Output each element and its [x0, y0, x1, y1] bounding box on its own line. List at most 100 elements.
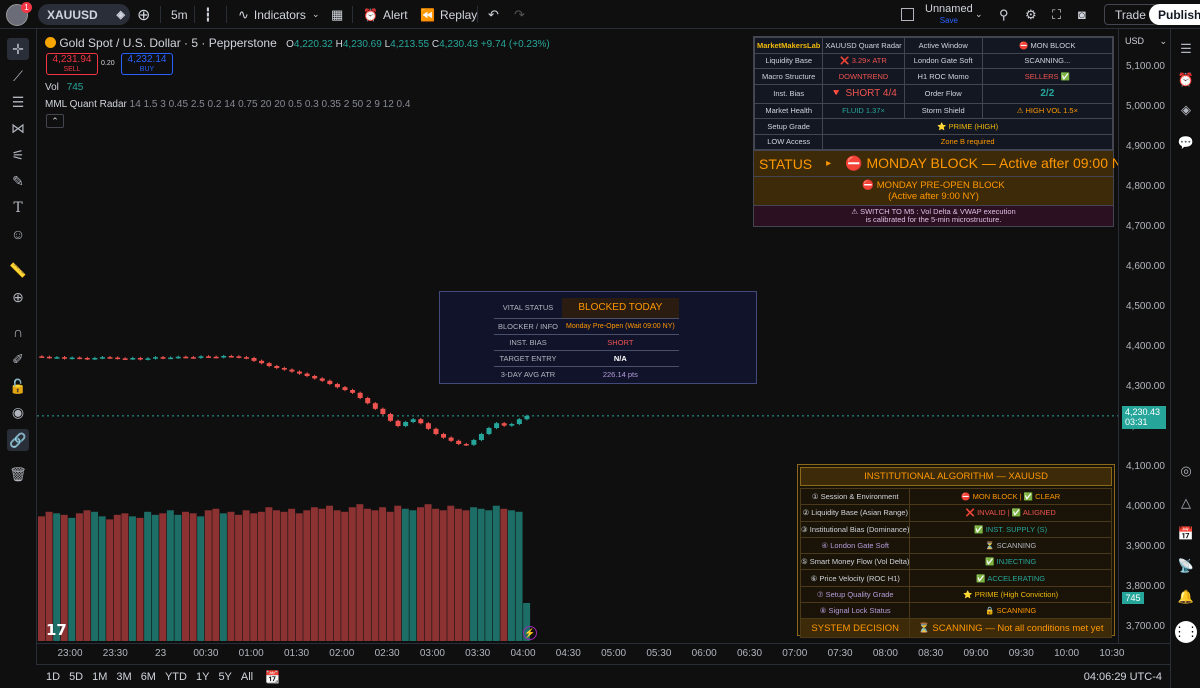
user-avatar[interactable]: 1 — [6, 0, 32, 29]
switch-m5-line1: ⚠ SWITCH TO M5 : Vol Delta & VWAP execut… — [851, 207, 1016, 216]
add-symbol-icon[interactable]: ⊕ — [137, 6, 151, 24]
vital-status-table: VITAL STATUS BLOCKED TODAY BLOCKER / INF… — [494, 298, 679, 382]
magnet-icon[interactable]: ∩ — [12, 324, 24, 340]
target-icon[interactable]: ◎ — [1180, 463, 1192, 478]
currency-label: USD — [1125, 36, 1145, 46]
candle-body — [175, 356, 181, 359]
layout-chevron-icon[interactable]: ⌄ — [975, 9, 983, 19]
pattern-icon[interactable]: ⋈ — [11, 119, 25, 136]
lock-drawing-icon[interactable]: ✐ — [12, 350, 24, 367]
market-health-label: Market Health — [753, 102, 824, 119]
time-tick-label: 23 — [155, 648, 167, 659]
inst-row-5-value: ✅ INJECTING — [909, 553, 1112, 571]
range-button-all[interactable]: All — [240, 670, 254, 683]
broadcast-icon[interactable]: 📡 — [1177, 558, 1195, 573]
watchlist-icon[interactable]: ☰ — [1180, 41, 1192, 56]
text-tool-icon[interactable]: T — [13, 200, 23, 216]
lightning-icon[interactable]: ⚡ — [523, 626, 537, 640]
fullscreen-icon[interactable]: ⛶ — [1052, 6, 1062, 22]
symbol-search[interactable]: XAUUSD ◈ — [38, 0, 130, 29]
undo-icon[interactable]: ↶ — [488, 6, 499, 22]
sell-label: SELL — [63, 66, 81, 73]
apps-grid-icon[interactable]: ⋮⋮ — [1173, 621, 1199, 643]
layout-name-button[interactable]: Unnamed Save — [925, 0, 973, 29]
settings-gear-icon[interactable]: ⚙ — [1025, 6, 1037, 22]
candle-body — [213, 356, 219, 359]
trend-line-icon[interactable]: ⟋ — [13, 67, 23, 84]
brush-icon[interactable]: ✎ — [12, 172, 24, 189]
volume-bar — [280, 511, 288, 641]
layers-icon[interactable]: ◈ — [1181, 102, 1191, 117]
sell-button[interactable]: 4,231.94 SELL — [46, 53, 98, 75]
inst-row-7-label: ⑦ Setup Quality Grade — [799, 585, 911, 604]
notifications-bell-icon[interactable]: 🔔 — [1177, 589, 1195, 604]
candle-body — [77, 357, 83, 360]
fib-lines-icon[interactable]: ☰ — [11, 93, 25, 110]
time-scale[interactable]: 23:00 23:30 23 00:30 01:00 01:30 02:00 02:30 03:… — [37, 643, 1170, 663]
indicators-button[interactable]: ∿ Indicators — [238, 0, 306, 29]
symbol-title[interactable]: Gold Spot / U.S. Dollar · 5 · Pepperston… — [59, 36, 277, 50]
volume-bar — [219, 513, 227, 641]
volume-bar — [204, 510, 212, 641]
range-button-5d[interactable]: 5D — [69, 670, 84, 683]
eye-icon[interactable]: ◉ — [11, 403, 25, 420]
candle-body — [418, 419, 424, 424]
layout-checkbox[interactable] — [901, 0, 914, 29]
candle-body — [524, 415, 530, 420]
ruler-icon[interactable]: 📏 — [9, 261, 27, 278]
emoji-icon[interactable]: ☺ — [10, 226, 26, 242]
ideas-icon[interactable]: △ — [1181, 495, 1191, 510]
crosshair-icon[interactable]: ✛ — [7, 38, 29, 60]
alert-button[interactable]: ⏰ Alert — [363, 0, 408, 29]
calendar-range-icon[interactable]: 📆 — [265, 669, 281, 684]
time-tick-label: 02:00 — [329, 648, 355, 659]
redo-icon[interactable]: ↷ — [514, 6, 525, 22]
trash-icon[interactable]: 🗑 — [9, 465, 27, 482]
setup-grade-label: Setup Grade — [753, 118, 824, 135]
volume-bar — [356, 504, 364, 641]
volume-bar — [447, 505, 455, 641]
time-tick-label: 05:30 — [646, 648, 672, 659]
range-button-1d[interactable]: 1D — [46, 670, 61, 683]
range-button-3m[interactable]: 3M — [116, 670, 132, 683]
volume-bar — [500, 508, 508, 641]
currency-selector[interactable]: USD ⌄ — [1125, 36, 1167, 47]
range-button-1m[interactable]: 1M — [92, 670, 108, 683]
save-link[interactable]: Save — [939, 15, 958, 25]
candle-body — [350, 390, 356, 393]
price-scale[interactable]: USD ⌄ 5,100.00 5,000.00 4,900.00 4,800.00 4,7… — [1118, 29, 1170, 643]
candle-body — [494, 423, 500, 428]
liquidity-base-value: ❌ 3.29× ATR — [822, 52, 905, 69]
chart-pane[interactable]: Gold Spot / U.S. Dollar · 5 · Pepperston… — [37, 29, 1131, 643]
order-flow-label: Order Flow — [903, 83, 983, 104]
tradingview-logo[interactable]: 𝟭𝟳 — [46, 621, 67, 639]
range-button-6m[interactable]: 6M — [140, 670, 156, 683]
calendar-icon[interactable]: 📅 — [1177, 526, 1195, 541]
link-icon[interactable]: 🔗 — [7, 429, 29, 451]
interval-button[interactable]: 5m — [171, 7, 188, 22]
alerts-clock-icon[interactable]: ⏰ — [1177, 72, 1195, 87]
utc-clock[interactable]: 04:06:29 UTC-4 — [1083, 670, 1162, 683]
chat-icon[interactable]: 💬 — [1177, 135, 1195, 150]
publish-button[interactable]: Publish — [1149, 0, 1200, 29]
volume-bar — [75, 513, 83, 641]
forecast-icon[interactable]: ⚟ — [11, 146, 25, 163]
chevron-down-icon[interactable]: ⌄ — [312, 9, 320, 19]
price-tick-label: 5,000.00 — [1126, 101, 1165, 112]
buy-button[interactable]: 4,232.14 BUY — [121, 53, 173, 75]
camera-icon[interactable]: ◙ — [1078, 7, 1086, 22]
alarm-clock-icon: ⏰ — [363, 7, 378, 22]
zoom-in-icon[interactable]: ⊕ — [12, 288, 24, 305]
range-button-5y[interactable]: 5Y — [218, 670, 232, 683]
indicator-legend[interactable]: MML Quant Radar 14 1.5 3 0.45 2.5 0.2 14… — [45, 99, 410, 110]
lock-icon[interactable]: 🔓 — [9, 377, 27, 394]
replay-button[interactable]: ⏪ Replay — [420, 0, 477, 29]
candle-type-icon[interactable]: ┇ — [204, 6, 212, 22]
collapse-legend-icon[interactable]: ⌃ — [46, 114, 64, 128]
candle-body — [243, 357, 249, 359]
quick-search-icon[interactable]: ⚲ — [999, 6, 1009, 22]
range-button-ytd[interactable]: YTD — [164, 670, 187, 683]
layout-grid-icon[interactable]: ▦ — [331, 6, 344, 22]
symbol-info-icon[interactable]: ◈ — [116, 9, 125, 21]
range-button-1y[interactable]: 1Y — [195, 670, 210, 683]
